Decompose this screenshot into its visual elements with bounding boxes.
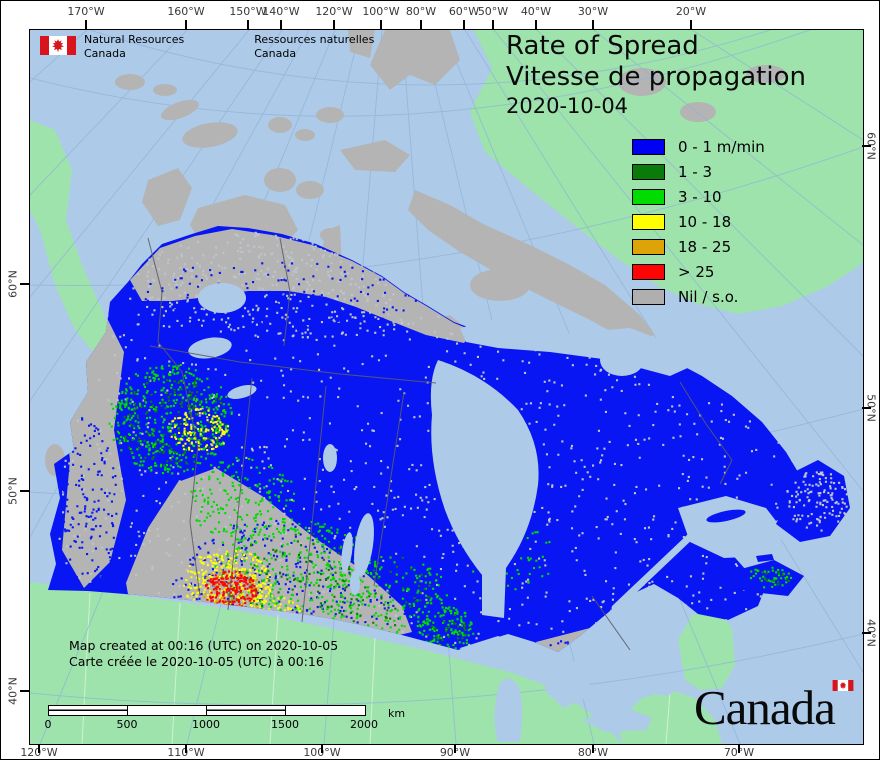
logo-en-line1: Natural Resources [84, 33, 185, 46]
scalebar-label: 0 [44, 718, 52, 731]
axis-tick [20, 690, 29, 692]
legend-label: 10 - 18 [678, 212, 732, 231]
legend-label: 1 - 3 [678, 162, 713, 181]
latitude-label: 50°N [6, 477, 20, 505]
title-block: Rate of Spread Vitesse de propagation 20… [506, 31, 806, 119]
legend-row: 10 - 18 [632, 209, 765, 234]
axis-tick [690, 20, 692, 29]
axis-tick [592, 20, 594, 29]
axis-tick [185, 744, 187, 753]
legend-row: 3 - 10 [632, 184, 765, 209]
logo-en-line2: Canada [84, 46, 126, 60]
axis-tick [492, 20, 494, 29]
longitude-label: 20°W [675, 5, 707, 18]
logo-fr-line1: Ressources naturelles [254, 33, 375, 46]
legend-swatch [632, 263, 665, 280]
axis-tick [738, 744, 740, 753]
legend-label: 3 - 10 [678, 187, 722, 206]
map-note-fr: Carte créée le 2020-10-05 (UTC) à 00:16 [69, 654, 324, 669]
map-title-fr: Vitesse de propagation [506, 62, 806, 92]
canada-flag-icon [40, 36, 76, 55]
axis-tick [20, 490, 29, 492]
axis-tick [463, 20, 465, 29]
axis-tick [280, 20, 282, 29]
longitude-label: 50°W [477, 5, 509, 18]
water-bodies [188, 283, 786, 742]
legend-swatch [632, 288, 665, 305]
map-date: 2020-10-04 [506, 94, 629, 118]
longitude-label: 160°W [167, 5, 205, 18]
legend-swatch [632, 138, 665, 155]
axis-tick [454, 744, 456, 753]
canada-map [30, 30, 863, 744]
axis-tick [380, 20, 382, 29]
legend-row: Nil / s.o. [632, 284, 765, 309]
scalebar-unit: km [388, 707, 406, 720]
axis-tick [535, 20, 537, 29]
logo-text-en: Natural Resources Canada [84, 33, 184, 60]
map-frame: Natural Resources Canada Ressources natu… [29, 29, 864, 745]
longitude-label: 140°W [262, 5, 300, 18]
scalebar: 0 500 1000 1500 2000 [44, 705, 388, 732]
scalebar-bar [48, 705, 366, 716]
canada-wordmark: Canada [694, 680, 856, 735]
legend: 0 - 1 m/min 1 - 3 3 - 10 10 - 18 18 - 25… [632, 134, 765, 309]
axis-tick [420, 20, 422, 29]
scalebar-labels: 0 500 1000 1500 2000 [44, 718, 388, 732]
scalebar-label: 500 [116, 718, 138, 731]
scalebar-label: 2000 [350, 718, 378, 731]
axis-tick [38, 744, 40, 753]
legend-swatch [632, 163, 665, 180]
map-title-en: Rate of Spread [506, 31, 699, 61]
scalebar-segment [128, 706, 207, 715]
axis-tick [862, 145, 871, 147]
map-note: Map created at 00:16 (UTC) on 2020-10-05… [69, 638, 338, 670]
axis-tick [20, 283, 29, 285]
logo-fr-line2: Canada [254, 46, 297, 60]
longitude-label: 120°W [315, 5, 353, 18]
scalebar-label: 1500 [271, 718, 299, 731]
axis-tick [592, 744, 594, 753]
legend-swatch [632, 188, 665, 205]
longitude-label: 170°W [67, 5, 105, 18]
map-note-en: Map created at 00:16 (UTC) on 2020-10-05 [69, 638, 339, 653]
maritime-raster [706, 460, 850, 596]
latitude-label: 60°N [6, 270, 20, 298]
scalebar-label: 1000 [192, 718, 220, 731]
scalebar-segment [49, 706, 128, 715]
wordmark-flag-icon [832, 680, 854, 691]
longitude-label: 40°W [520, 5, 552, 18]
wordmark-text: Canada [694, 680, 836, 735]
legend-row: 18 - 25 [632, 234, 765, 259]
longitude-label: 80°W [405, 5, 437, 18]
longitude-label: 150°W [229, 5, 267, 18]
legend-label: 0 - 1 m/min [678, 137, 765, 156]
scalebar-segment [286, 706, 365, 715]
longitude-label: 60°W [448, 5, 480, 18]
legend-row: > 25 [632, 259, 765, 284]
admin-borders [147, 237, 733, 651]
axis-tick [862, 407, 871, 409]
scalebar-segment [207, 706, 286, 715]
axis-tick [862, 632, 871, 634]
axis-tick [247, 20, 249, 29]
legend-swatch [632, 213, 665, 230]
axis-tick [185, 20, 187, 29]
legend-label: > 25 [678, 262, 715, 281]
axis-tick [321, 744, 323, 753]
logo: Natural Resources Canada Ressources natu… [40, 33, 374, 60]
axis-tick [333, 20, 335, 29]
legend-row: 1 - 3 [632, 159, 765, 184]
legend-label: 18 - 25 [678, 237, 732, 256]
legend-swatch [632, 238, 665, 255]
legend-row: 0 - 1 m/min [632, 134, 765, 159]
longitude-label: 30°W [577, 5, 609, 18]
axis-tick [85, 20, 87, 29]
legend-label: Nil / s.o. [678, 287, 739, 306]
latitude-label: 40°N [6, 677, 20, 705]
logo-text-fr: Ressources naturelles Canada [254, 33, 374, 60]
longitude-label: 100°W [362, 5, 400, 18]
